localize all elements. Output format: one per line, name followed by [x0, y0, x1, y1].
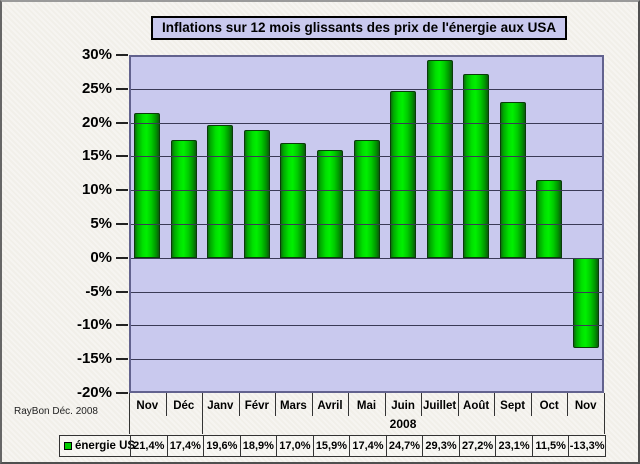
- axis-separator: [275, 393, 277, 416]
- value-cell: 19,6%: [203, 436, 240, 456]
- y-axis-label: 0%: [90, 248, 112, 266]
- y-axis-tick-icon: [116, 290, 128, 293]
- value-cell: 21,4%: [130, 436, 167, 456]
- value-cell: 11,5%: [531, 436, 569, 456]
- y-axis-label: 30%: [81, 46, 112, 63]
- axis-separator: [494, 393, 496, 416]
- y-axis-tick-icon: [116, 121, 128, 124]
- month-label: Déc: [173, 400, 195, 412]
- axis-separator: [238, 393, 240, 416]
- bar-nov: [572, 257, 599, 348]
- month-label: Juin: [391, 400, 415, 412]
- month-label: Févr: [244, 400, 270, 412]
- bar-janv: [207, 125, 234, 258]
- bar-avril: [316, 150, 343, 258]
- y-axis-tick-icon: [116, 256, 128, 259]
- value-cell: 23,1%: [495, 436, 532, 456]
- axis-separator: [165, 393, 167, 416]
- y-axis-tick-icon: [116, 155, 128, 158]
- y-axis-label: 15%: [81, 147, 112, 165]
- y-axis-label: 25%: [81, 79, 112, 97]
- y-axis-tick-icon: [116, 54, 128, 56]
- y-axis-tick-icon: [116, 189, 128, 192]
- value-cell: 17,4%: [166, 436, 204, 456]
- y-axis-label: -15%: [76, 350, 112, 368]
- y-axis-tick-icon: [116, 392, 128, 394]
- month-label: Mars: [279, 400, 307, 412]
- bar-août: [463, 73, 490, 258]
- value-cell: 29,3%: [422, 436, 459, 456]
- month-label: Juillet: [422, 400, 457, 412]
- axis-separator: [421, 393, 423, 416]
- bar-mars: [280, 142, 307, 258]
- axis-separator: [384, 393, 386, 416]
- axis-separator: [457, 393, 459, 416]
- bar-nov: [134, 113, 161, 258]
- y-axis-label: 10%: [81, 181, 112, 199]
- month-label: Nov: [136, 400, 159, 412]
- y-axis-tick-icon: [116, 358, 128, 361]
- year-label: 2008: [389, 417, 417, 431]
- bar-févr: [243, 130, 270, 258]
- value-cell: 17,0%: [276, 436, 313, 456]
- axis-separator: [202, 393, 204, 434]
- bar-déc: [170, 140, 197, 258]
- y-axis-tick-icon: [116, 223, 128, 225]
- y-axis-label: 5%: [90, 215, 112, 232]
- gridline: [131, 325, 602, 326]
- value-cell: -13,3%: [568, 436, 605, 456]
- axis-separator: [311, 393, 313, 416]
- month-label: Janv: [207, 400, 234, 412]
- y-axis-label: -10%: [76, 316, 112, 334]
- gridline: [131, 156, 602, 157]
- bar-juin: [390, 90, 417, 258]
- month-label: Sept: [500, 400, 526, 412]
- bar-mai: [353, 140, 380, 258]
- gridline: [131, 89, 602, 90]
- gridline: [131, 190, 602, 191]
- y-axis-label: -20%: [76, 384, 112, 401]
- axis-separator: [129, 393, 130, 434]
- legend-swatch-icon: [64, 442, 72, 450]
- data-table: énergie US 21,4% 17,4% 19,6% 18,9% 17,0% 15,9…: [59, 435, 606, 457]
- value-cell: 18,9%: [239, 436, 277, 456]
- bar-sept: [499, 101, 526, 258]
- chart-title: Inflations sur 12 mois glissants des pri…: [151, 16, 568, 40]
- y-axis-tick-icon: [116, 87, 128, 90]
- gridline: [131, 258, 602, 259]
- y-axis-label: -5%: [85, 282, 112, 300]
- axis-separator: [348, 393, 350, 416]
- gridline: [131, 224, 602, 225]
- axis-separator: [567, 393, 569, 416]
- y-axis-label: 20%: [81, 113, 112, 131]
- value-cell: 17,4%: [349, 436, 386, 456]
- gridline: [131, 123, 602, 124]
- month-label: Mai: [356, 400, 377, 412]
- month-label: Août: [463, 400, 490, 412]
- legend-cell: énergie US: [60, 436, 135, 456]
- value-cell: 24,7%: [385, 436, 423, 456]
- bar-oct: [536, 180, 563, 258]
- axis-separator: [604, 393, 605, 434]
- gridline: [131, 292, 602, 293]
- month-label: Nov: [574, 400, 597, 412]
- value-cell: 27,2%: [458, 436, 496, 456]
- value-cell: 15,9%: [312, 436, 350, 456]
- axis-separator: [530, 393, 532, 416]
- month-label: Oct: [539, 400, 559, 412]
- legend-label: énergie US: [75, 440, 136, 452]
- gridline: [131, 359, 602, 360]
- credit-text: RayBon Déc. 2008: [14, 406, 98, 417]
- y-axis-tick-icon: [116, 324, 128, 327]
- month-label: Avril: [317, 400, 343, 412]
